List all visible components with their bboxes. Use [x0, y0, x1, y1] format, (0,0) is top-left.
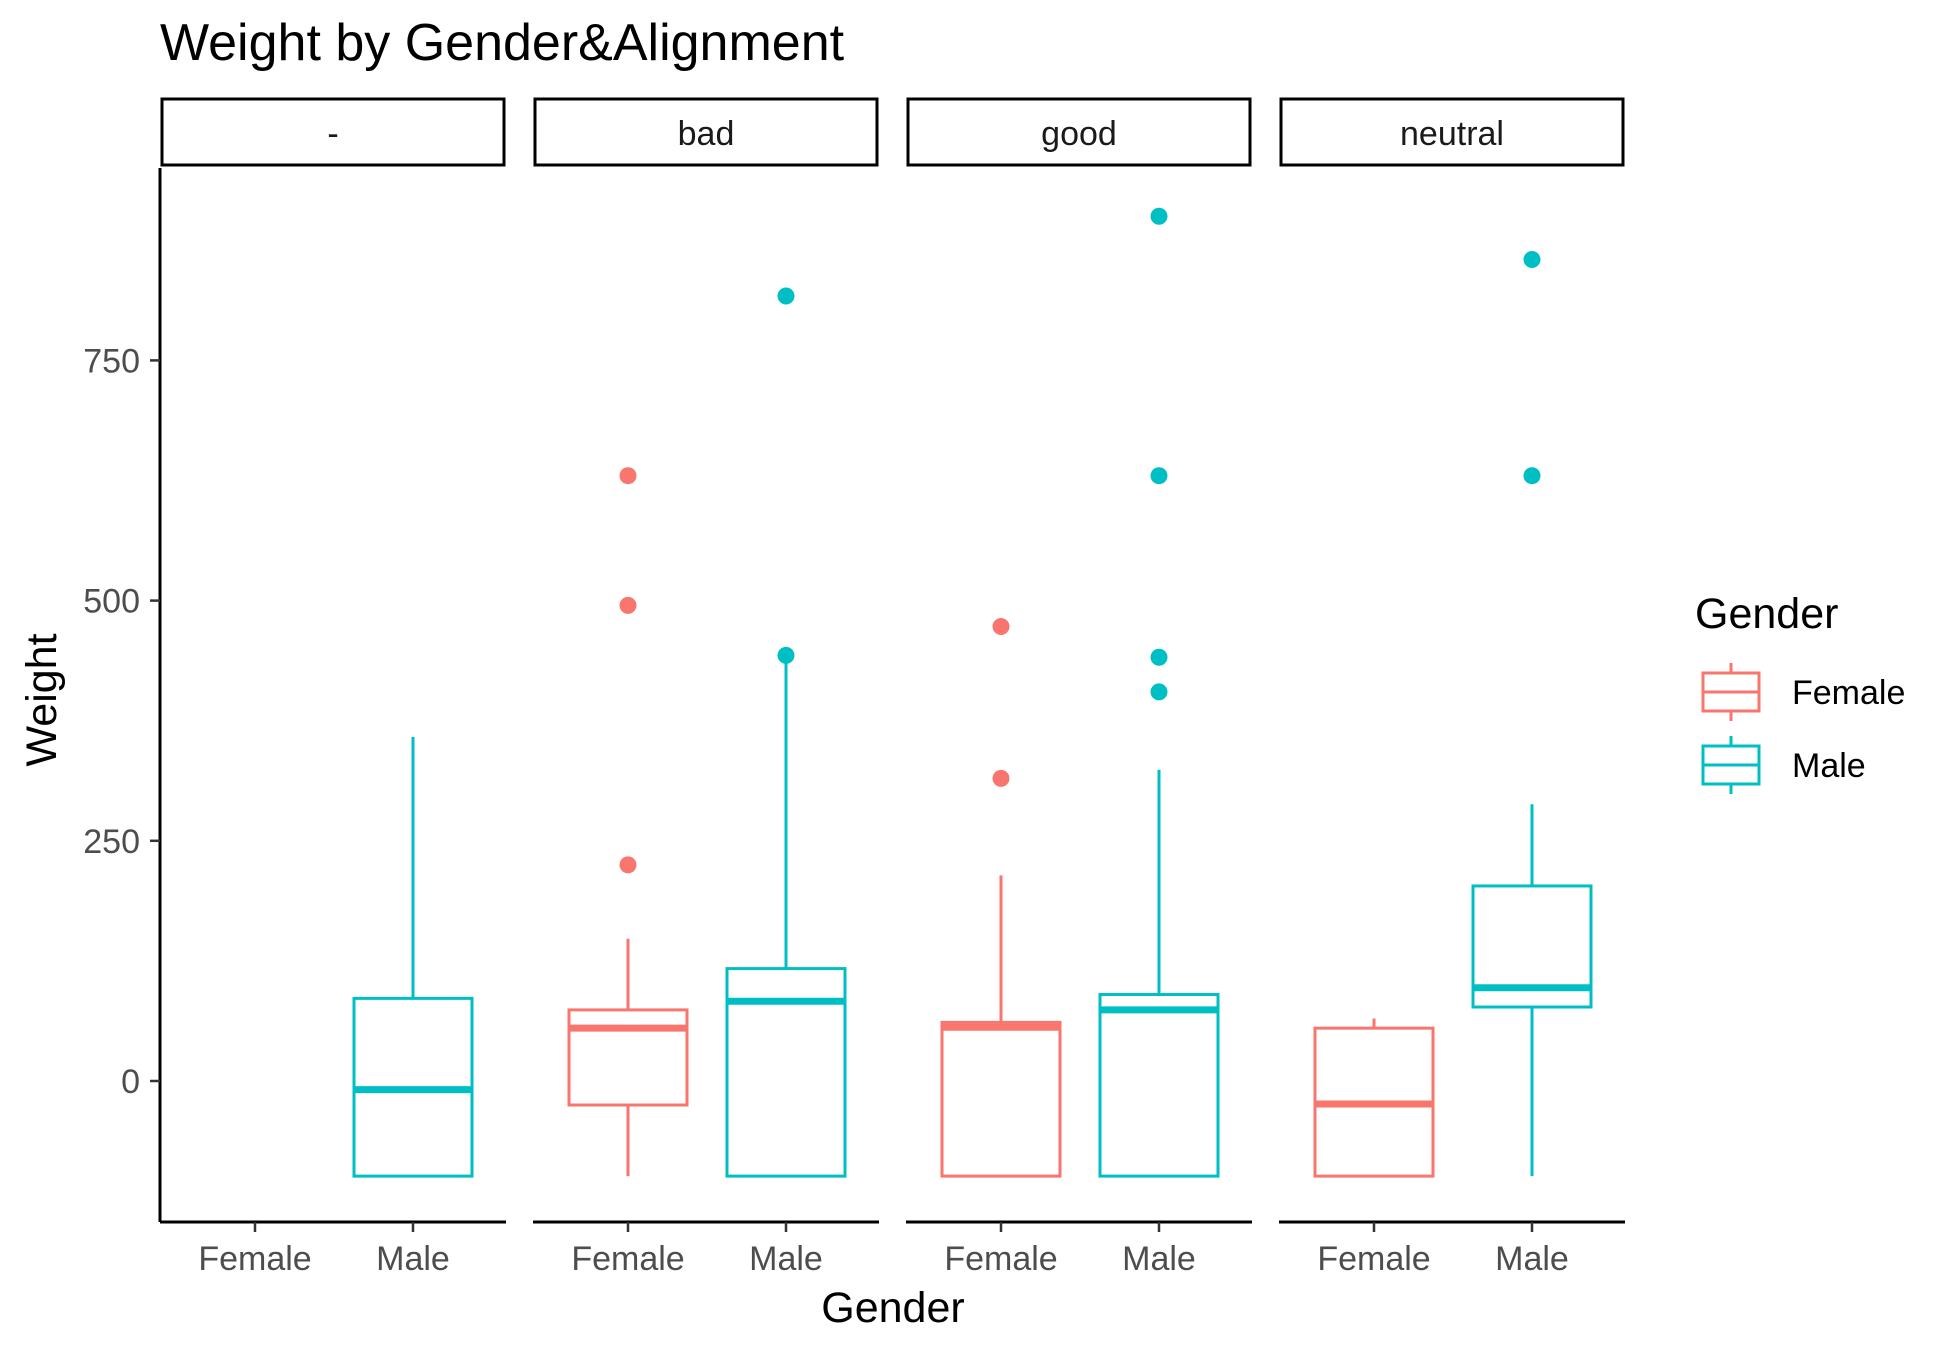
box-good-female	[940, 618, 1062, 1178]
legend-label-male: Male	[1792, 747, 1866, 785]
chart-title: Weight by Gender&Alignment	[160, 14, 845, 72]
strip-label-bad: bad	[678, 115, 735, 153]
box-good-male	[1098, 207, 1220, 1178]
box-rect-neutral-male	[1471, 884, 1593, 1009]
strip-label-neutral: neutral	[1400, 115, 1504, 153]
outlier-good-male-3	[1150, 207, 1168, 225]
box-rect-good-male	[1098, 993, 1220, 1178]
x-tick-label-bad-female: Female	[571, 1240, 684, 1278]
box-bad-female	[567, 467, 689, 1177]
x-tick-label-neutral-female: Female	[1317, 1240, 1430, 1278]
legend-key-male: Male	[1701, 736, 1866, 794]
outlier-bad-female-0	[619, 856, 637, 874]
outlier-bad-male-0	[777, 646, 795, 664]
outlier-bad-female-1	[619, 596, 637, 614]
y-axis: 0 250 500 750	[83, 168, 162, 1222]
strip-label-good: good	[1041, 115, 1117, 153]
strip-neutral	[1279, 97, 1625, 167]
x-tick-label-good-female: Female	[944, 1240, 1057, 1278]
y-tick-label-250: 250	[83, 823, 140, 861]
outlier-neutral-male-0	[1523, 467, 1541, 485]
box-none-male	[352, 737, 474, 1178]
strip-label-none: -	[327, 115, 338, 153]
legend-title: Gender	[1695, 590, 1838, 638]
y-axis-title: Weight	[18, 633, 66, 766]
outlier-bad-male-1	[777, 287, 795, 305]
y-tick-label-500: 500	[83, 583, 140, 621]
legend: Gender Female Male	[1695, 590, 1905, 794]
outlier-neutral-male-1	[1523, 251, 1541, 269]
legend-key-female: Female	[1701, 663, 1905, 721]
outlier-good-male-1	[1150, 648, 1168, 666]
legend-keys: Female Male	[1701, 663, 1905, 794]
strip-bad	[533, 97, 879, 167]
strip-good	[906, 97, 1252, 167]
outlier-bad-female-2	[619, 467, 637, 485]
legend-label-female: Female	[1792, 674, 1905, 712]
x-tick-label-bad-male: Male	[749, 1240, 823, 1278]
outlier-good-male-2	[1150, 467, 1168, 485]
box-rect-bad-male	[725, 967, 847, 1178]
outlier-good-female-0	[992, 769, 1010, 787]
x-axes: Female Male Female Male Female Male Female Male	[160, 1220, 1625, 1278]
y-tick-label-750: 750	[83, 342, 140, 380]
x-tick-label-none-male: Male	[376, 1240, 450, 1278]
outlier-good-female-1	[992, 618, 1010, 636]
x-tick-label-none-female: Female	[198, 1240, 311, 1278]
facet-strips: - bad good neutral	[160, 97, 1625, 167]
facet-panels	[352, 207, 1593, 1178]
box-neutral-male	[1471, 251, 1593, 1177]
x-axis-title: Gender	[821, 1284, 964, 1332]
x-tick-label-neutral-male: Male	[1495, 1240, 1569, 1278]
box-neutral-female	[1313, 1018, 1435, 1178]
y-tick-label-0: 0	[121, 1063, 140, 1101]
x-tick-label-good-male: Male	[1122, 1240, 1196, 1278]
strip-none	[160, 97, 506, 167]
outlier-good-male-0	[1150, 683, 1168, 701]
box-rect-good-female	[940, 1020, 1062, 1178]
box-rect-bad-female	[567, 1008, 689, 1107]
box-bad-male	[725, 287, 847, 1178]
